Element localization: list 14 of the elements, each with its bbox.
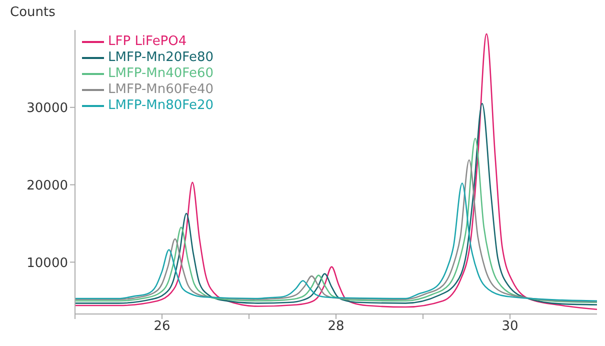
y-axis-title: Counts — [10, 5, 56, 20]
line-series — [75, 182, 597, 302]
legend-label: LMFP-Mn80Fe20 — [108, 98, 214, 114]
legend-label: LMFP-Mn20Fe80 — [108, 50, 214, 66]
y-tick-label: 20000 — [26, 178, 68, 194]
legend-label: LFP LiFePO4 — [108, 34, 187, 50]
y-tick-label: 30000 — [26, 101, 68, 116]
line-series — [75, 33, 597, 310]
x-tick-label: 26 — [154, 319, 170, 334]
x-tick-label: 28 — [328, 319, 344, 334]
x-tick-label: 30 — [502, 319, 518, 334]
y-tick-label: 10000 — [26, 256, 68, 271]
legend-label: LMFP-Mn60Fe40 — [108, 82, 214, 98]
legend-label: LMFP-Mn40Fe60 — [108, 66, 214, 82]
